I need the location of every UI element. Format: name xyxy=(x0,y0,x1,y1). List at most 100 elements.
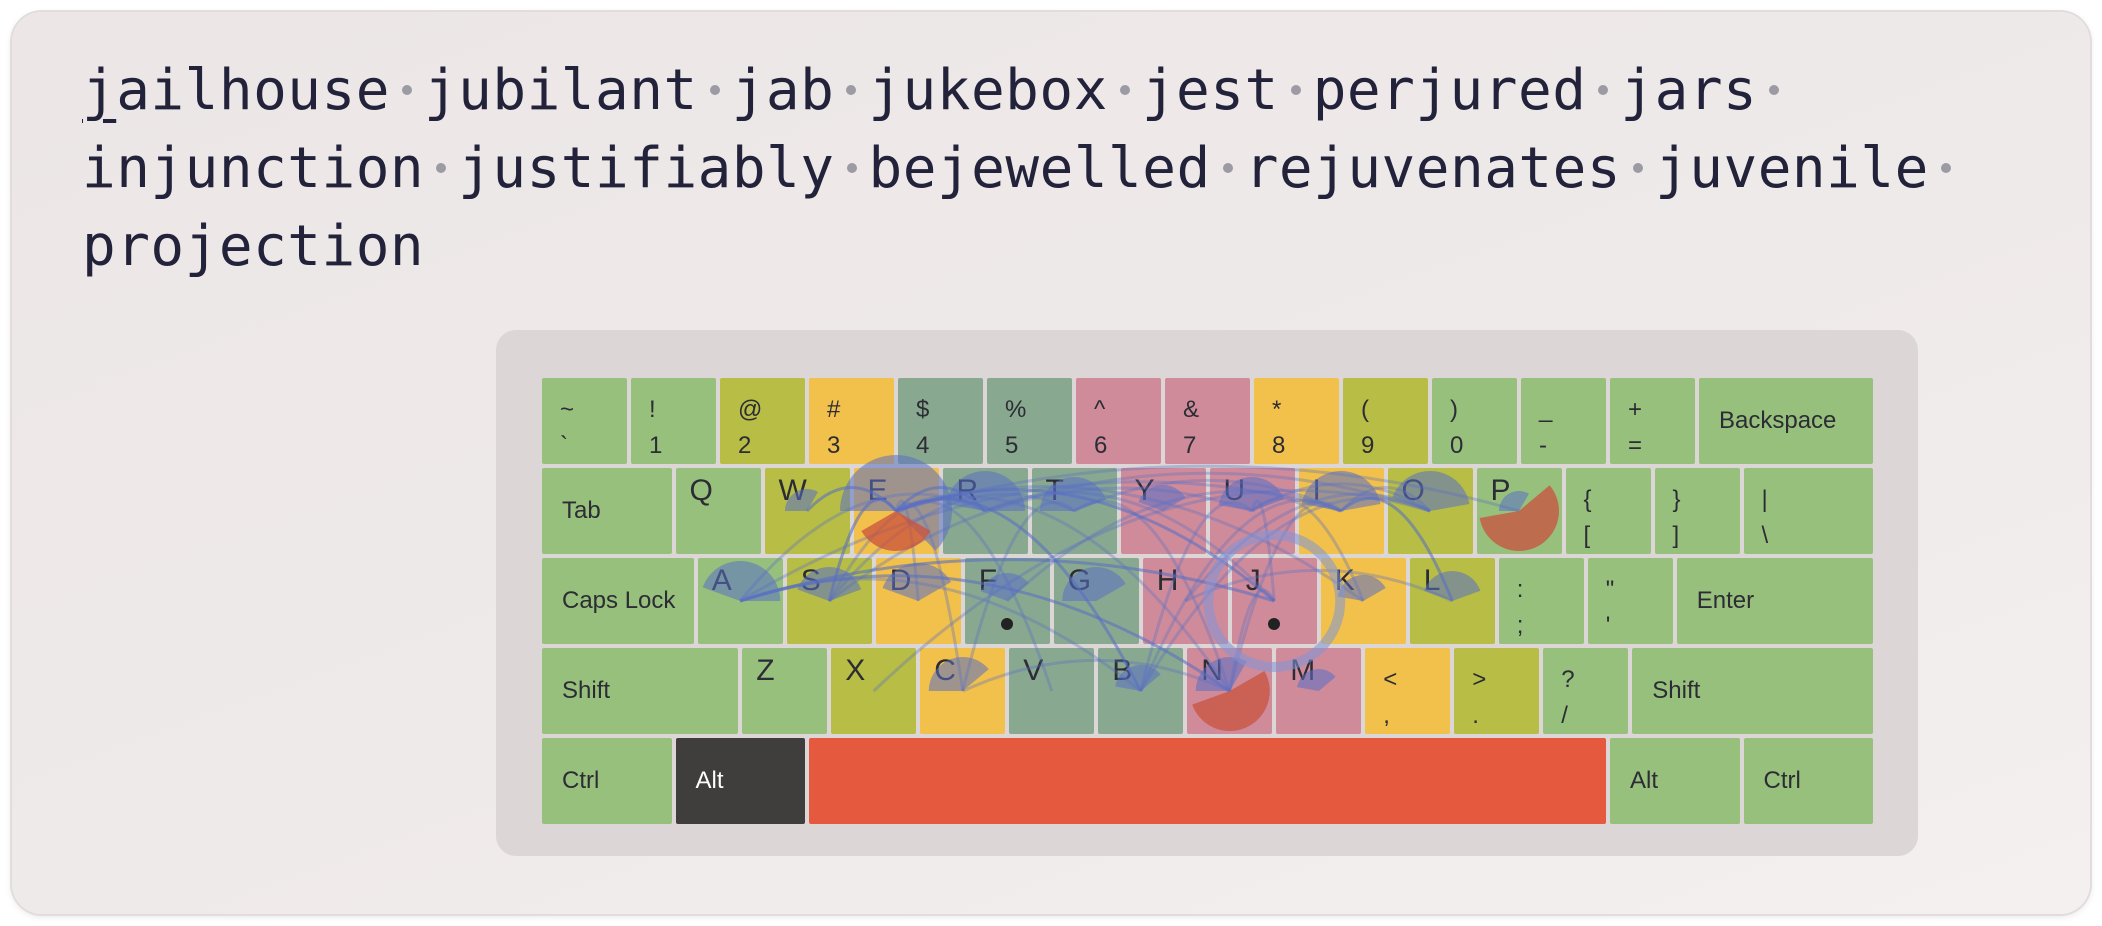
key-backspace[interactable]: Backspace xyxy=(1699,378,1873,464)
key-d[interactable]: D xyxy=(875,558,961,644)
key-2[interactable]: @ 2 xyxy=(720,378,805,464)
key-ralt[interactable]: Alt xyxy=(1610,738,1740,824)
space-marker xyxy=(1119,84,1130,95)
key-v[interactable]: V xyxy=(1009,648,1095,734)
key-rbracket[interactable]: } ] xyxy=(1654,468,1740,554)
key-shift-symbol: ( xyxy=(1361,396,1369,423)
key-symbols: @ 2 xyxy=(738,392,762,464)
key-g[interactable]: G xyxy=(1053,558,1139,644)
key-a[interactable]: A xyxy=(697,558,783,644)
key-x[interactable]: X xyxy=(831,648,917,734)
key-letter: P xyxy=(1490,474,1511,507)
key-o[interactable]: O xyxy=(1387,468,1473,554)
key-n[interactable]: N xyxy=(1187,648,1273,734)
key-l[interactable]: L xyxy=(1409,558,1495,644)
key-1[interactable]: ! 1 xyxy=(631,378,716,464)
key-tab[interactable]: Tab xyxy=(542,468,672,554)
key-comma[interactable]: < , xyxy=(1365,648,1451,734)
key-lctrl[interactable]: Ctrl xyxy=(542,738,672,824)
typing-cursor: j xyxy=(82,58,117,123)
key-f[interactable]: F xyxy=(964,558,1050,644)
key-enter[interactable]: Enter xyxy=(1676,558,1873,644)
key-letter: T xyxy=(1045,474,1064,507)
key-backtick[interactable]: ~ ` xyxy=(542,378,627,464)
key-z[interactable]: Z xyxy=(742,648,828,734)
key-base-symbol: - xyxy=(1539,432,1547,459)
key-letter: V xyxy=(1023,654,1044,687)
key-4[interactable]: $ 4 xyxy=(898,378,983,464)
key-minus[interactable]: _ - xyxy=(1521,378,1606,464)
key-period[interactable]: > . xyxy=(1454,648,1540,734)
key-i[interactable]: I xyxy=(1298,468,1384,554)
key-label: Shift xyxy=(1652,677,1701,704)
key-letter: K xyxy=(1334,564,1355,597)
key-space[interactable] xyxy=(809,738,1606,824)
key-y[interactable]: Y xyxy=(1120,468,1206,554)
key-k[interactable]: K xyxy=(1320,558,1406,644)
key-letter: C xyxy=(934,654,956,687)
key-backslash[interactable]: | \ xyxy=(1743,468,1873,554)
key-rctrl[interactable]: Ctrl xyxy=(1743,738,1873,824)
key-r[interactable]: R xyxy=(942,468,1028,554)
key-letter: J xyxy=(1245,564,1261,597)
key-shift-symbol: & xyxy=(1183,396,1200,423)
key-letter: Q xyxy=(689,474,713,507)
key-b[interactable]: B xyxy=(1098,648,1184,734)
key-shift-symbol: ~ xyxy=(560,396,575,423)
key-caps[interactable]: Caps Lock xyxy=(542,558,694,644)
key-semicolon[interactable]: : ; xyxy=(1498,558,1584,644)
key-letter: R xyxy=(956,474,979,507)
key-symbols: * 8 xyxy=(1272,392,1285,464)
space-marker xyxy=(1633,162,1644,173)
key-7[interactable]: & 7 xyxy=(1165,378,1250,464)
space-marker xyxy=(1290,84,1301,95)
key-6[interactable]: ^ 6 xyxy=(1076,378,1161,464)
key-symbols: : ; xyxy=(1517,572,1524,644)
key-q[interactable]: Q xyxy=(675,468,761,554)
key-j[interactable]: J xyxy=(1231,558,1317,644)
key-9[interactable]: ( 9 xyxy=(1343,378,1428,464)
key-letter: S xyxy=(800,564,821,597)
key-letter: E xyxy=(867,474,888,507)
practice-word: jukebox xyxy=(868,58,1108,123)
key-symbols: > . xyxy=(1472,662,1486,734)
key-lshift[interactable]: Shift xyxy=(542,648,739,734)
key-lbracket[interactable]: { [ xyxy=(1565,468,1651,554)
key-0[interactable]: ) 0 xyxy=(1432,378,1517,464)
key-h[interactable]: H xyxy=(1142,558,1228,644)
key-w[interactable]: W xyxy=(764,468,850,554)
key-base-symbol: 9 xyxy=(1361,432,1375,459)
practice-word: jars xyxy=(1620,58,1758,123)
key-3[interactable]: # 3 xyxy=(809,378,894,464)
space-marker xyxy=(1598,84,1609,95)
key-symbols: < , xyxy=(1383,662,1397,734)
key-u[interactable]: U xyxy=(1209,468,1295,554)
typing-trainer-card: jailhouse jubilant jab jukebox jest perjured j… xyxy=(12,12,2090,914)
key-quote[interactable]: " ' xyxy=(1587,558,1673,644)
key-symbols: | \ xyxy=(1762,482,1769,554)
key-letter: U xyxy=(1223,474,1246,507)
key-base-symbol: 7 xyxy=(1183,432,1197,459)
key-slash[interactable]: ? / xyxy=(1543,648,1629,734)
home-row-bump-icon xyxy=(1001,618,1014,630)
key-base-symbol: / xyxy=(1561,702,1568,729)
key-s[interactable]: S xyxy=(786,558,872,644)
space-marker xyxy=(1222,162,1233,173)
key-t[interactable]: T xyxy=(1031,468,1117,554)
practice-word: perjured xyxy=(1312,58,1587,123)
key-base-symbol: 1 xyxy=(649,432,663,459)
key-label: Alt xyxy=(695,767,724,794)
key-c[interactable]: C xyxy=(920,648,1006,734)
key-e[interactable]: E xyxy=(853,468,939,554)
key-equals[interactable]: + = xyxy=(1610,378,1695,464)
key-5[interactable]: % 5 xyxy=(987,378,1072,464)
key-8[interactable]: * 8 xyxy=(1254,378,1339,464)
key-rshift[interactable]: Shift xyxy=(1632,648,1873,734)
key-p[interactable]: P xyxy=(1476,468,1562,554)
key-label: Alt xyxy=(1630,767,1659,794)
key-lalt[interactable]: Alt xyxy=(675,738,805,824)
space-marker xyxy=(1940,162,1951,173)
key-shift-symbol: + xyxy=(1628,396,1643,423)
key-m[interactable]: M xyxy=(1276,648,1362,734)
key-shift-symbol: | xyxy=(1761,486,1768,513)
